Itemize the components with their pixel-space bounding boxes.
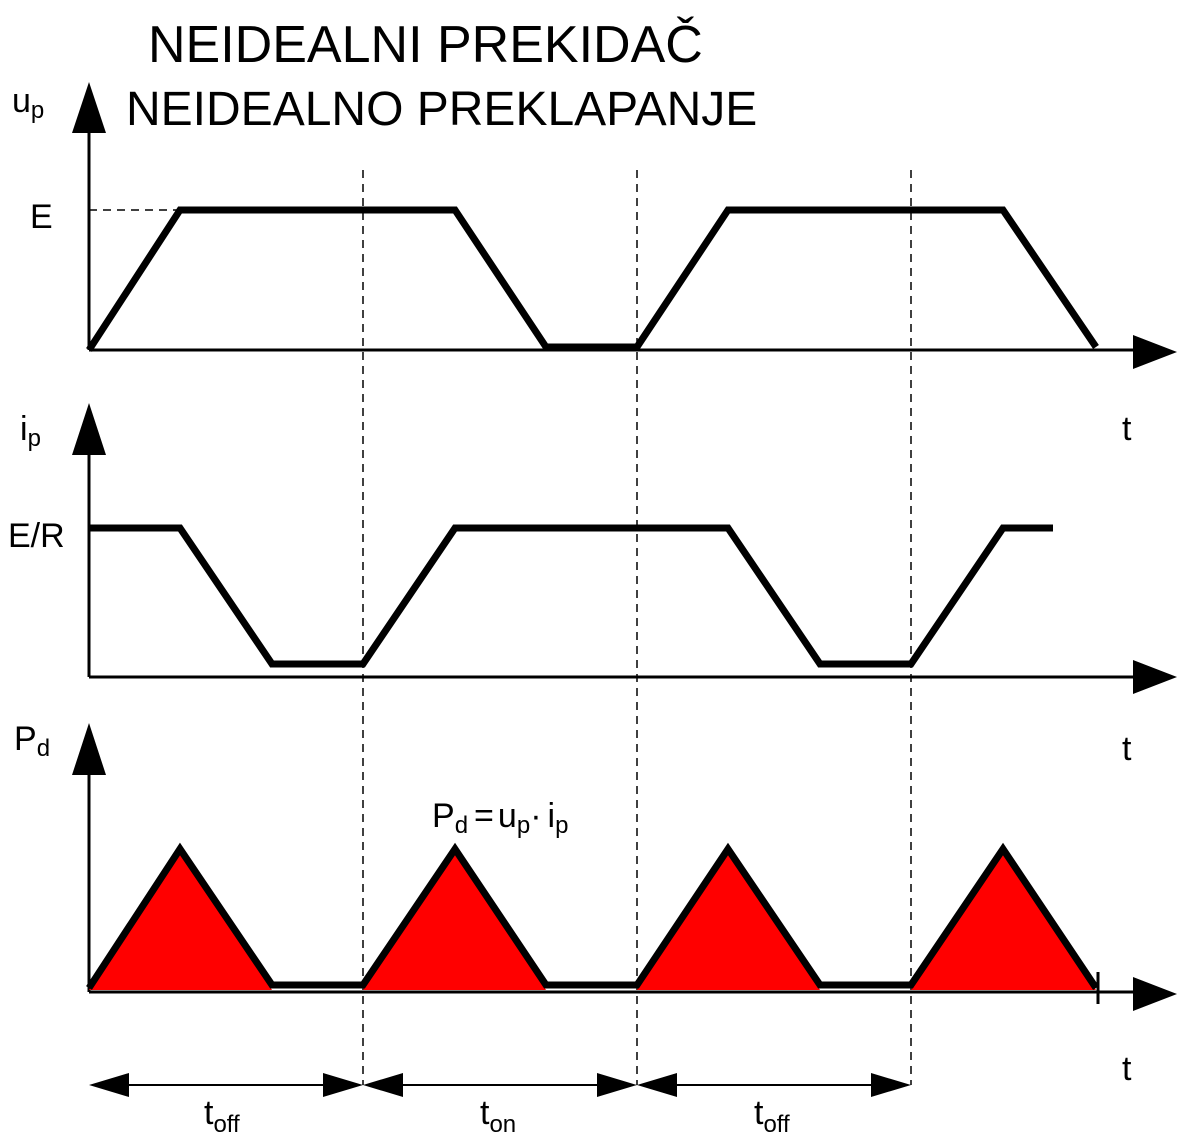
power-loss-pulse: [911, 849, 1096, 990]
diagram-title: NEIDEALNI PREKIDAČ: [148, 16, 703, 74]
power-x-arrow: [1133, 977, 1177, 1011]
current-time-label: t: [1122, 730, 1132, 768]
power-formula: Pd = up· ip: [432, 797, 568, 839]
power-axis-label: Pd: [14, 720, 50, 762]
voltage-waveform: [86, 206, 1099, 352]
reference-lines: [362, 170, 912, 1085]
interval-dimensions: toff ton toff: [89, 1073, 911, 1135]
interval-toff-1: toff: [89, 1073, 363, 1135]
diagram-subtitle: NEIDEALNO PREKLAPANJE: [126, 83, 757, 136]
dimension-arrow-left: [89, 1073, 129, 1097]
interval-label: toff: [754, 1094, 790, 1135]
power-waveform: [86, 842, 1099, 990]
power-loss-fills: [89, 849, 1096, 990]
power-loss-pulse: [363, 849, 546, 990]
current-x-arrow: [1133, 660, 1177, 694]
power-time-label: t: [1122, 1050, 1132, 1088]
voltage-level-label: E: [30, 198, 53, 236]
voltage-x-arrow: [1133, 335, 1177, 369]
voltage-panel: up E t: [12, 82, 1177, 448]
interval-label: toff: [204, 1094, 240, 1135]
dimension-arrow-right: [871, 1073, 911, 1097]
dimension-arrow-right: [597, 1073, 637, 1097]
dimension-arrow-left: [637, 1073, 677, 1097]
voltage-time-label: t: [1122, 410, 1132, 448]
voltage-y-arrow: [72, 82, 106, 133]
dimension-arrow-right: [323, 1073, 363, 1097]
current-y-arrow: [72, 403, 106, 455]
current-waveform: [89, 524, 1053, 668]
interval-label: ton: [480, 1094, 516, 1135]
power-panel: Pd t Pd = up· ip: [14, 720, 1177, 1088]
interval-toff-2: toff: [637, 1073, 911, 1135]
interval-ton: ton: [363, 1073, 637, 1135]
current-level-label: E/R: [8, 517, 65, 555]
voltage-axis-label: up: [12, 82, 44, 124]
current-panel: ip E/R t: [8, 403, 1177, 768]
dimension-arrow-left: [363, 1073, 403, 1097]
power-loss-pulse: [637, 849, 820, 990]
power-y-arrow: [72, 723, 106, 775]
power-loss-pulse: [89, 849, 272, 990]
current-axis-label: ip: [20, 410, 41, 452]
